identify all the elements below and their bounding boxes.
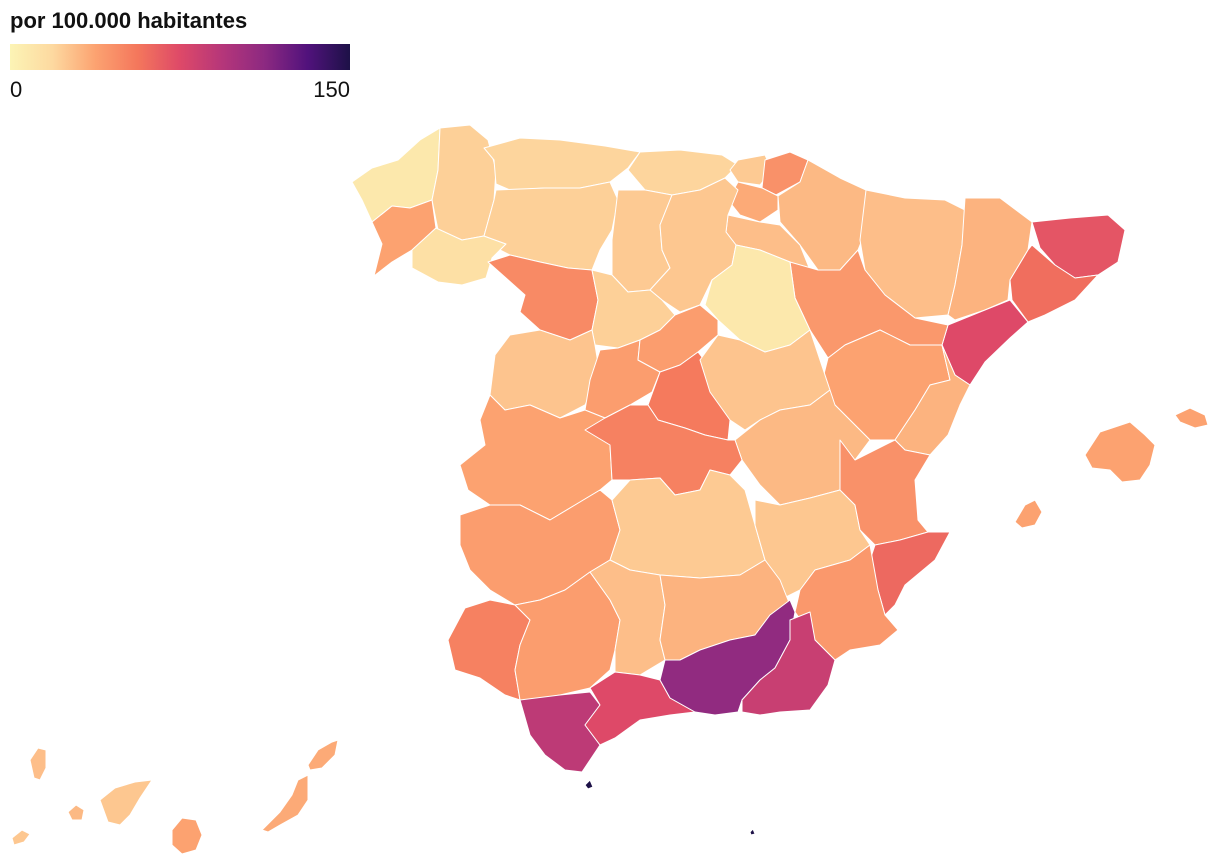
region-la-palma xyxy=(29,747,47,781)
legend-tick-max: 150 xyxy=(313,77,350,102)
region-salamanca xyxy=(489,329,601,419)
legend-ticks: 0 150 xyxy=(10,75,350,102)
region-fuerteventura xyxy=(261,774,309,833)
region-ceuta xyxy=(584,779,594,790)
region-zaragoza xyxy=(789,249,949,359)
legend: por 100.000 habitantes 0 150 xyxy=(10,8,350,102)
region-avila xyxy=(584,339,661,419)
region-el-hierro xyxy=(11,829,31,846)
legend-tick-min: 0 xyxy=(10,77,23,102)
region-ibiza xyxy=(1014,499,1043,529)
region-almeria xyxy=(741,611,836,716)
region-mallorca xyxy=(1084,421,1156,483)
region-menorca xyxy=(1174,407,1209,429)
region-gran-canaria xyxy=(171,817,203,855)
region-valencia xyxy=(839,439,931,546)
region-tenerife xyxy=(99,779,153,826)
region-bizkaia xyxy=(729,154,773,186)
region-lugo xyxy=(431,124,497,241)
region-girona xyxy=(1031,214,1126,279)
region-ourense xyxy=(411,227,507,286)
region-barcelona xyxy=(1009,244,1099,323)
region-malaga xyxy=(584,671,696,746)
region-la-gomera xyxy=(67,804,85,821)
legend-title: por 100.000 habitantes xyxy=(10,8,248,33)
legend-color-bar xyxy=(10,44,350,70)
region-asturias xyxy=(483,137,641,191)
region-sevilla xyxy=(514,571,621,701)
region-lanzarote xyxy=(307,739,339,771)
region-melilla xyxy=(749,828,756,836)
region-cadiz xyxy=(519,691,601,773)
